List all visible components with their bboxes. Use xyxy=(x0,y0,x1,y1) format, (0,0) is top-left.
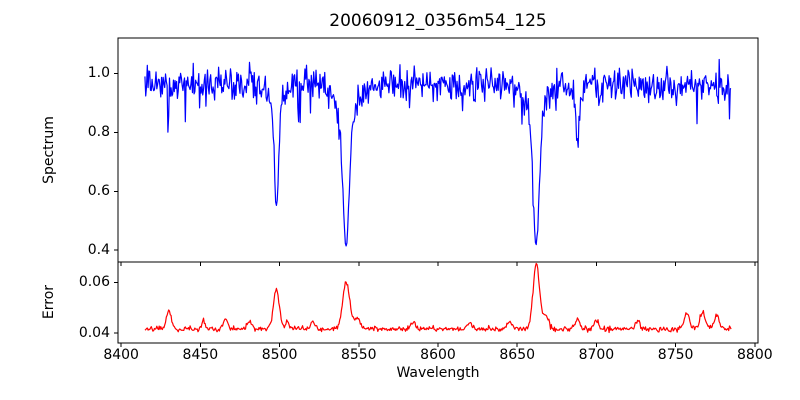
x-tick-label-8700: 8700 xyxy=(578,347,615,363)
error-series-line xyxy=(144,262,732,334)
x-tick-label-8750: 8750 xyxy=(657,347,694,363)
chart-title: 20060912_0356m54_125 xyxy=(329,11,547,31)
spectrum-axis-label: Spectrum xyxy=(41,116,57,184)
x-tick-label-8450: 8450 xyxy=(182,347,219,363)
x-tick-label-8500: 8500 xyxy=(261,347,298,363)
spectrum-y-tick-label-1.0: 1.0 xyxy=(87,65,110,82)
spectrum-y-tick-label-0.8: 0.8 xyxy=(87,124,110,141)
x-axis-label: Wavelength xyxy=(396,365,480,381)
spectrum-panel-frame xyxy=(117,37,759,263)
x-tick-label-8650: 8650 xyxy=(499,347,536,363)
x-tick-label-8600: 8600 xyxy=(420,347,456,363)
spectrum-y-tick-label-0.4: 0.4 xyxy=(87,242,110,259)
x-tick-label-8800: 8800 xyxy=(737,347,773,363)
spectrum-y-tick-label-0.6: 0.6 xyxy=(87,183,110,200)
error-axis-label: Error xyxy=(41,284,57,320)
spectrum-series-line xyxy=(144,58,732,247)
error-y-tick-label-0.04: 0.04 xyxy=(78,324,110,341)
x-tick-label-8550: 8550 xyxy=(340,347,377,363)
x-tick-label-8400: 8400 xyxy=(103,347,139,363)
error-y-tick-label-0.06: 0.06 xyxy=(78,274,110,291)
